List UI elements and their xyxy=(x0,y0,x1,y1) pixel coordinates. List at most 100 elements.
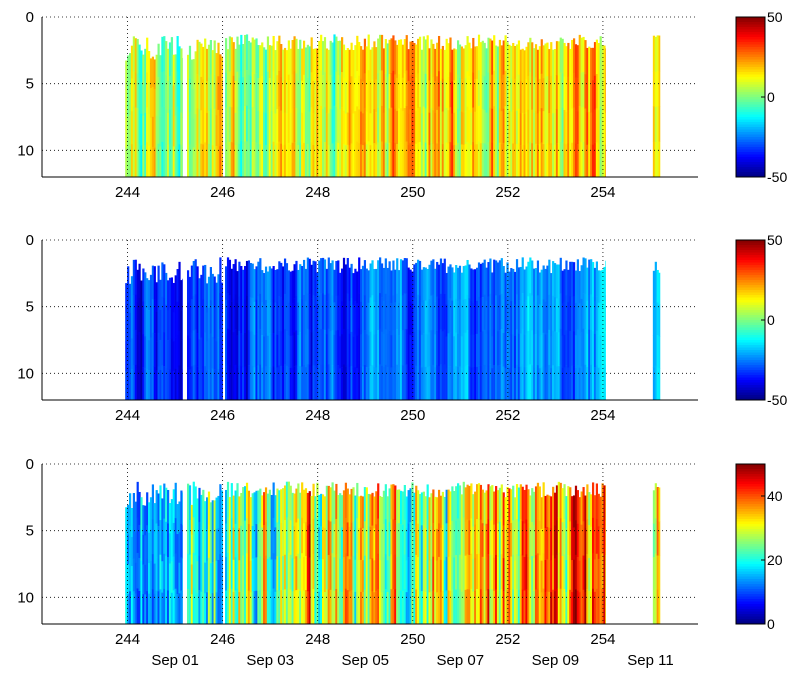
colorbar-swatch xyxy=(736,34,765,38)
colorbar-swatch xyxy=(736,352,765,356)
colorbar-swatch xyxy=(736,99,765,103)
colorbar-swatch xyxy=(736,292,765,296)
colorbar-swatch xyxy=(736,117,765,120)
colorbar-swatch xyxy=(736,87,765,90)
colorbar-swatch xyxy=(736,619,765,622)
colorbar-swatch xyxy=(736,57,765,60)
x-tick-label: 248 xyxy=(305,184,330,201)
x-tick-label: 252 xyxy=(495,184,520,201)
colorbar-swatch xyxy=(736,514,765,517)
colorbar-swatch xyxy=(736,300,765,303)
colorbar-swatch xyxy=(736,144,765,148)
colorbar-swatch xyxy=(736,280,765,283)
colorbar-swatch xyxy=(736,172,765,175)
colorbar-swatch xyxy=(736,287,765,291)
colorbar-swatch xyxy=(736,317,765,321)
colorbar-swatch xyxy=(736,139,765,143)
colorbar-swatch xyxy=(736,491,765,495)
colorbar-swatch xyxy=(736,325,765,328)
colorbar-swatch xyxy=(736,54,765,58)
colorbar-swatch xyxy=(736,134,765,138)
colorbar-swatch xyxy=(736,380,765,383)
colorbar-swatch xyxy=(736,536,765,540)
colorbar-swatch xyxy=(736,484,765,487)
colorbar-swatch xyxy=(736,370,765,373)
colorbar-swatch xyxy=(736,107,765,110)
colorbar-swatch xyxy=(736,157,765,160)
x-tick-label: 248 xyxy=(305,407,330,424)
colorbar-swatch xyxy=(736,524,765,527)
colorbar-swatch xyxy=(736,551,765,555)
colorbar-tick-label: 20 xyxy=(767,552,783,568)
colorbar-swatch xyxy=(736,474,765,477)
colorbar-swatch xyxy=(736,19,765,23)
colorbar-swatch xyxy=(736,469,765,472)
colorbar-swatch xyxy=(736,372,765,376)
colorbar-swatch xyxy=(736,307,765,311)
colorbar-swatch xyxy=(736,464,765,467)
heatmap-3 xyxy=(125,481,661,625)
colorbar-swatch xyxy=(736,142,765,145)
colorbar-swatch xyxy=(736,265,765,268)
colorbar-swatch xyxy=(736,327,765,331)
x-tick-label: 246 xyxy=(210,631,235,648)
colorbar-swatch xyxy=(736,526,765,530)
colorbar-swatch xyxy=(736,174,765,178)
colorbar-swatch xyxy=(736,494,765,497)
colorbar-swatch xyxy=(736,27,765,30)
colorbar-swatch xyxy=(736,277,765,281)
colorbar-swatch xyxy=(736,272,765,276)
colorbar-swatch xyxy=(736,245,765,248)
colorbar-swatch xyxy=(736,506,765,510)
colorbar-swatch xyxy=(736,24,765,28)
x-tick-label: 252 xyxy=(495,407,520,424)
colorbar-3: 40 20 0 xyxy=(735,463,783,632)
colorbar-swatch xyxy=(736,322,765,326)
x-tick-label: 250 xyxy=(400,407,425,424)
colorbar-swatch xyxy=(736,49,765,53)
colorbar-swatch xyxy=(736,375,765,378)
colorbar-tick-label: -50 xyxy=(767,169,787,185)
colorbar-swatch xyxy=(736,52,765,55)
date-tick-label: Sep 07 xyxy=(437,652,485,669)
y-tick-label: 10 xyxy=(17,365,34,382)
colorbar-swatch xyxy=(736,347,765,351)
colorbar-swatch xyxy=(736,556,765,560)
colorbar-swatch xyxy=(736,330,765,333)
x-tick-label: 250 xyxy=(400,631,425,648)
colorbar-swatch xyxy=(736,541,765,545)
colorbar-swatch xyxy=(736,285,765,288)
colorbar-swatch xyxy=(736,335,765,338)
date-tick-label: Sep 03 xyxy=(246,652,294,669)
colorbar-swatch xyxy=(736,581,765,585)
colorbar-swatch xyxy=(736,566,765,570)
x-tick-label: 252 xyxy=(495,631,520,648)
date-tick-label: Sep 01 xyxy=(151,652,199,669)
colorbar-swatch xyxy=(736,604,765,607)
colorbar-swatch xyxy=(736,94,765,98)
x-tick-label: 244 xyxy=(115,184,140,201)
colorbar-swatch xyxy=(736,611,765,615)
colorbar-swatch xyxy=(736,529,765,532)
colorbar-swatch xyxy=(736,137,765,140)
colorbar-swatch xyxy=(736,37,765,40)
colorbar-swatch xyxy=(736,305,765,308)
colorbar-frame xyxy=(735,463,766,625)
colorbar-swatch xyxy=(736,466,765,470)
colorbar-swatch xyxy=(736,362,765,366)
colorbar-swatch xyxy=(736,124,765,128)
colorbar-swatch xyxy=(736,109,765,113)
colorbar-swatch xyxy=(736,169,765,173)
colorbar-swatch xyxy=(736,320,765,323)
colorbar-swatch xyxy=(736,154,765,158)
colorbar-swatch xyxy=(736,471,765,475)
colorbar-swatch xyxy=(736,162,765,165)
colorbar-swatch xyxy=(736,357,765,361)
colorbar-swatch xyxy=(736,152,765,155)
colorbar-swatch xyxy=(736,397,765,401)
colorbar-swatch xyxy=(736,559,765,562)
colorbar-swatch xyxy=(736,122,765,125)
colorbar-swatch xyxy=(736,44,765,48)
colorbar-swatch xyxy=(736,17,765,20)
colorbar-swatch xyxy=(736,112,765,115)
